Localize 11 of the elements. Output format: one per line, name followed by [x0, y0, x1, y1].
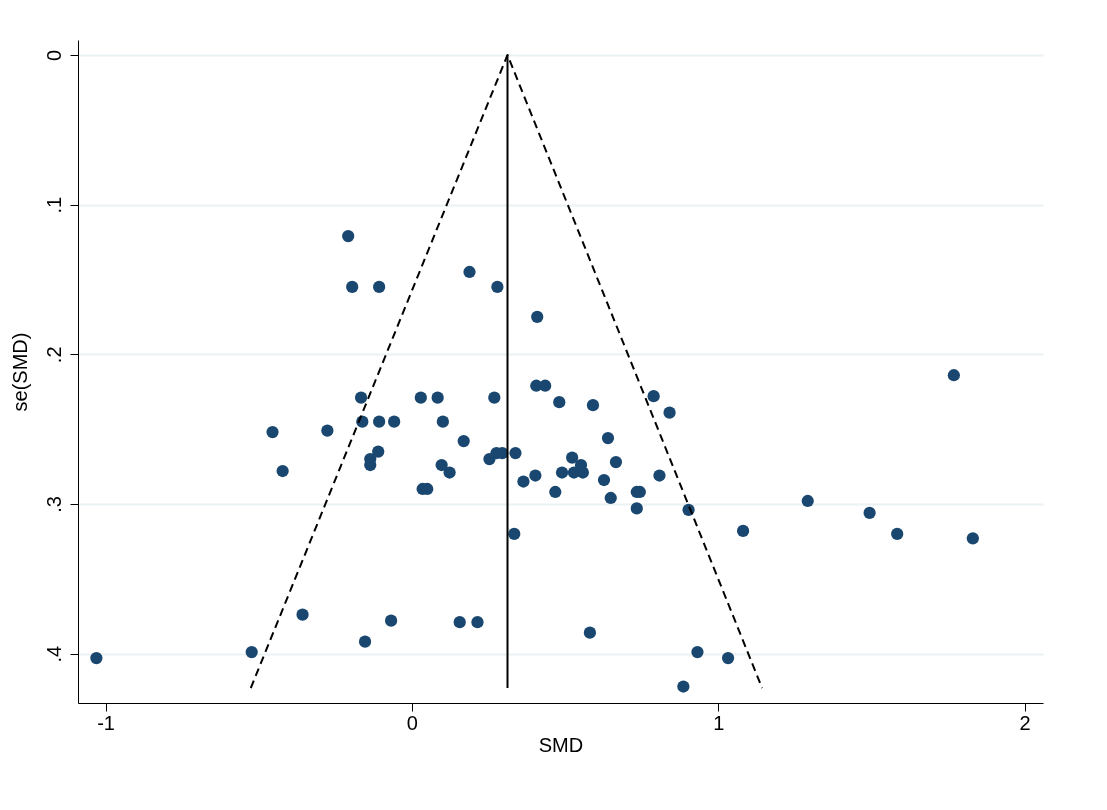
y-tick-label: .3 — [42, 496, 65, 513]
x-axis-title: SMD — [538, 733, 584, 756]
y-tick-label: .2 — [42, 346, 65, 364]
y-tick-label: 0 — [42, 49, 65, 62]
y-axis-title: se(SMD) — [8, 332, 31, 412]
y-tick-label: .4 — [42, 645, 65, 663]
x-tick-label: -1 — [97, 711, 115, 734]
x-tick-label: 2 — [1019, 711, 1031, 734]
x-tick-label: 1 — [713, 711, 725, 734]
y-tick-label: .1 — [42, 196, 65, 214]
x-tick-label: 0 — [406, 711, 418, 734]
